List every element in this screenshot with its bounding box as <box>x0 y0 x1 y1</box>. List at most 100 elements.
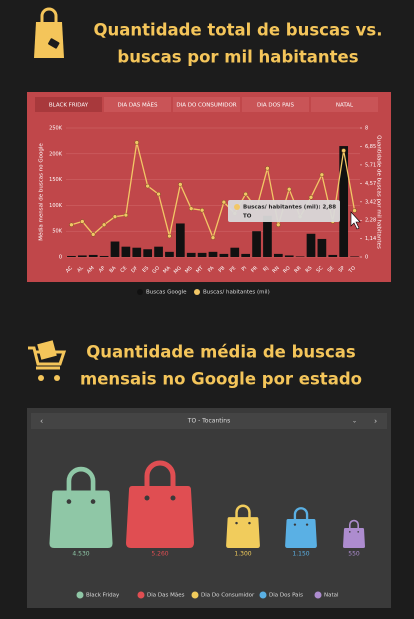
bar <box>306 233 316 257</box>
legend-label: Dia Dos Pais <box>269 593 303 599</box>
y-tick-label: 200K <box>49 151 63 157</box>
bar <box>350 256 359 257</box>
y2-tick-label: 0 <box>365 255 368 261</box>
point <box>210 235 216 240</box>
bag-hole <box>357 531 360 533</box>
tab-label[interactable]: BLACK FRIDAY <box>49 103 89 109</box>
bag <box>49 466 113 548</box>
tab-label[interactable]: DIA DAS MÃES <box>118 102 158 109</box>
bar <box>165 251 174 257</box>
x-tick-label: MA <box>162 265 172 275</box>
next-arrow[interactable]: › <box>374 417 377 426</box>
point <box>352 208 357 213</box>
bag-body <box>49 490 113 548</box>
selector[interactable] <box>31 413 387 429</box>
x-tick-label: SP <box>338 265 347 274</box>
cart-icon <box>28 340 67 381</box>
value-label: 4.530 <box>72 551 89 558</box>
title: buscas por mil habitantes <box>117 48 358 67</box>
selector-label[interactable]: TO - Tocantins <box>187 418 230 425</box>
value-label: 5.260 <box>151 551 168 558</box>
bag-handle <box>66 466 96 502</box>
dropdown-arrow[interactable]: ⌄ <box>352 418 357 425</box>
title: Quantidade total de buscas vs. <box>94 21 383 40</box>
point <box>341 148 346 153</box>
tooltip-swatch <box>234 204 240 210</box>
point <box>167 233 172 239</box>
point <box>112 214 118 219</box>
x-tick-label: AL <box>76 265 85 274</box>
x-tick-label: ES <box>141 265 150 274</box>
prev-arrow[interactable]: ‹ <box>40 417 43 426</box>
legend-swatch <box>137 289 143 295</box>
bag-hole <box>235 521 238 525</box>
point <box>178 182 183 187</box>
x-tick-label: CE <box>119 265 128 274</box>
y2-tick-label: 6,85 <box>365 144 376 150</box>
bag-hole <box>170 495 176 501</box>
x-tick-label: BA <box>108 265 117 274</box>
bag <box>126 460 194 548</box>
x-tick-label: AC <box>65 265 74 274</box>
x-tick-label: GO <box>151 265 161 275</box>
point <box>145 183 150 189</box>
bar <box>284 255 294 257</box>
y2-tick-label: 4,57 <box>365 181 376 187</box>
bar <box>219 253 229 257</box>
x-tick-label: PB <box>218 265 227 274</box>
tab[interactable] <box>311 97 378 112</box>
bar <box>175 223 185 257</box>
tab-label[interactable]: DIA DOS PAIS <box>257 103 295 109</box>
bag-hole <box>248 521 251 525</box>
bag-hole <box>305 523 309 526</box>
bar <box>132 247 142 257</box>
tab-label[interactable]: DIA DO CONSUMIDOR <box>176 103 236 109</box>
y-axis-title: Média mensal de buscas no Google <box>38 143 45 241</box>
bag-hole <box>90 499 96 504</box>
tab[interactable] <box>35 97 102 112</box>
x-tick-label: RJ <box>262 265 270 273</box>
bar <box>77 255 87 257</box>
tab-label[interactable]: NATAL <box>336 103 354 109</box>
tab[interactable] <box>104 97 171 112</box>
x-tick-label: SE <box>327 265 336 274</box>
x-tick-label: MT <box>195 265 205 275</box>
y2-tick-label: 3,42 <box>365 199 376 205</box>
bag <box>285 507 317 548</box>
value-label: 1.150 <box>292 551 309 558</box>
x-tick-label: PE <box>229 265 238 274</box>
bar <box>263 215 272 257</box>
point <box>188 206 194 211</box>
bar <box>317 238 327 257</box>
point <box>134 140 140 145</box>
legend-swatch <box>259 591 267 599</box>
x-tick-label: DF <box>130 265 139 274</box>
legend-label: Buscas/ habitantes (mil) <box>203 290 270 296</box>
x-tick-label: SC <box>315 265 324 274</box>
y2-tick-label: 2,28 <box>365 218 376 224</box>
bag-handle <box>348 519 360 532</box>
value-label: 550 <box>348 551 360 558</box>
bag-body <box>285 519 317 548</box>
x-tick-label: RR <box>293 265 303 275</box>
tab[interactable] <box>242 97 309 112</box>
point <box>123 212 129 218</box>
bar <box>110 241 120 257</box>
legend-swatch <box>194 289 200 295</box>
x-tick-label: RS <box>305 265 314 274</box>
bar <box>208 251 218 257</box>
point <box>319 172 325 178</box>
bar <box>154 246 163 257</box>
y-tick-label: 100K <box>49 203 63 209</box>
tab[interactable] <box>173 97 240 112</box>
bag <box>343 519 365 548</box>
bar <box>230 247 240 257</box>
tooltip <box>228 200 340 222</box>
legend-label: Buscas Google <box>146 290 187 296</box>
point <box>69 222 74 227</box>
title: mensais no Google por estado <box>80 370 362 389</box>
y-tick-label: 250K <box>49 126 63 132</box>
legend-swatch <box>137 591 145 599</box>
